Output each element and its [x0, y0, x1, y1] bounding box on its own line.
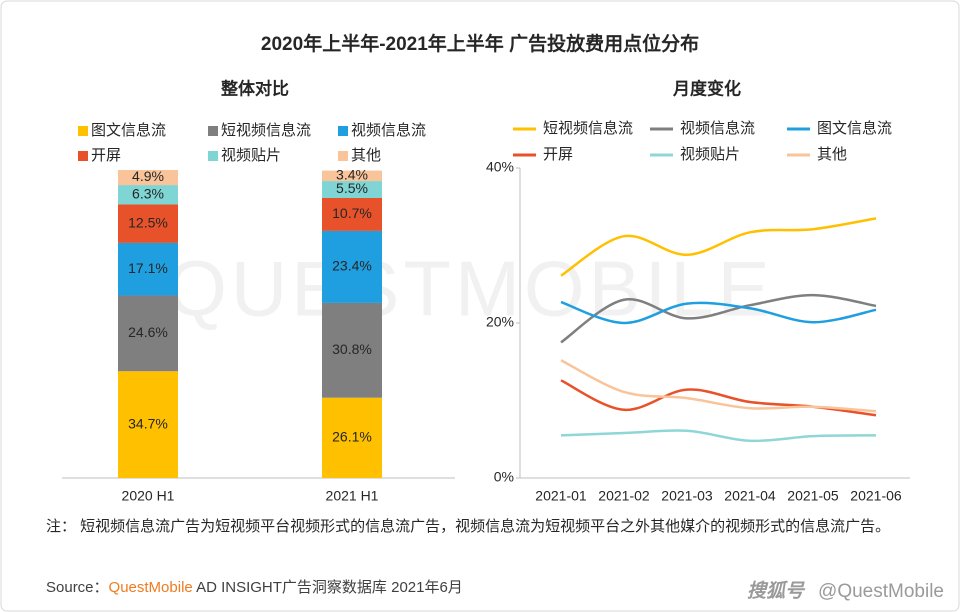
x-tick-label: 2021-04 — [724, 488, 776, 504]
legend-label: 其他 — [817, 146, 847, 163]
value-label: 10.7% — [332, 205, 372, 221]
note: 注： 短视频信息流广告为短视频平台视频形式的信息流广告，视频信息流为短视频平台之… — [46, 518, 891, 535]
value-label: 23.4% — [332, 258, 372, 274]
subtitle: 月度变化 — [672, 78, 741, 98]
bar-segment — [322, 170, 382, 182]
value-label: 5.5% — [336, 180, 368, 196]
value-label: 3.4% — [336, 167, 368, 183]
bar-segment — [118, 242, 178, 296]
legend-label: 图文信息流 — [91, 122, 166, 139]
legend-label: 视频贴片 — [221, 147, 281, 164]
legend-label: 开屏 — [91, 147, 121, 164]
bar-segment — [322, 198, 382, 231]
subtitle: 整体对比 — [221, 78, 289, 98]
footer: 搜狐号 @QuestMobile — [747, 576, 944, 603]
legend-label: 视频信息流 — [680, 120, 755, 137]
value-label: 6.3% — [132, 185, 164, 201]
source: Source：QuestMobile AD INSIGHT广告洞察数据库 202… — [46, 576, 463, 597]
bar-segment — [118, 170, 178, 186]
value-label: 26.1% — [332, 429, 372, 445]
legend-label: 开屏 — [543, 146, 573, 163]
line-series — [560, 429, 877, 443]
x-tick-label: 2021-02 — [598, 488, 650, 504]
legend-marker — [208, 151, 218, 161]
bar-segment — [322, 302, 382, 398]
y-tick-label: 20% — [486, 314, 514, 330]
y-tick-label: 0% — [494, 469, 514, 485]
bar-segment — [118, 185, 178, 205]
x-tick-label: 2021 H1 — [326, 488, 379, 504]
x-tick-label: 2021-03 — [661, 488, 713, 504]
value-label: 30.8% — [332, 341, 372, 357]
watermark: QUESTMOBILE — [166, 245, 773, 333]
legend-label: 图文信息流 — [817, 120, 892, 137]
legend-label: 短视频信息流 — [543, 120, 633, 137]
x-tick-label: 2021-06 — [850, 488, 902, 504]
bar-segment — [322, 397, 382, 478]
x-tick-label: 2021-05 — [787, 488, 839, 504]
footer-platform: 搜狐号 — [747, 581, 805, 602]
legend-marker — [338, 151, 348, 161]
value-label: 4.9% — [132, 168, 164, 184]
x-tick-label: 2021-01 — [535, 488, 587, 504]
x-tick-label: 2020 H1 — [122, 488, 175, 504]
y-tick-label: 40% — [486, 159, 514, 175]
legend-marker — [78, 151, 88, 161]
bar-segment — [322, 181, 382, 198]
legend-label: 短视频信息流 — [221, 122, 311, 139]
footer-credit: @QuestMobile — [818, 581, 944, 602]
chart-title: 2020年上半年-2021年上半年 广告投放费用点位分布 — [261, 32, 699, 55]
legend-marker — [338, 126, 348, 136]
bar-segment — [322, 230, 382, 303]
legend-marker — [78, 126, 88, 136]
value-label: 17.1% — [128, 260, 168, 276]
value-label: 34.7% — [128, 415, 168, 431]
source-label: Source： — [46, 579, 109, 596]
value-label: 12.5% — [128, 214, 168, 230]
source-brand: QuestMobile — [108, 579, 193, 596]
bar-segment — [118, 371, 178, 478]
legend-label: 视频信息流 — [351, 122, 426, 139]
source-text: AD INSIGHT广告洞察数据库 2021年6月 — [192, 579, 463, 596]
bar-segment — [118, 204, 178, 243]
legend-label: 其他 — [351, 147, 381, 164]
legend-marker — [208, 126, 218, 136]
bar-segment — [118, 295, 178, 372]
line-series — [560, 359, 877, 413]
legend-label: 视频贴片 — [680, 146, 740, 163]
value-label: 24.6% — [128, 324, 168, 340]
line-series — [560, 217, 877, 277]
line-series — [560, 300, 877, 325]
line-series — [560, 293, 877, 344]
